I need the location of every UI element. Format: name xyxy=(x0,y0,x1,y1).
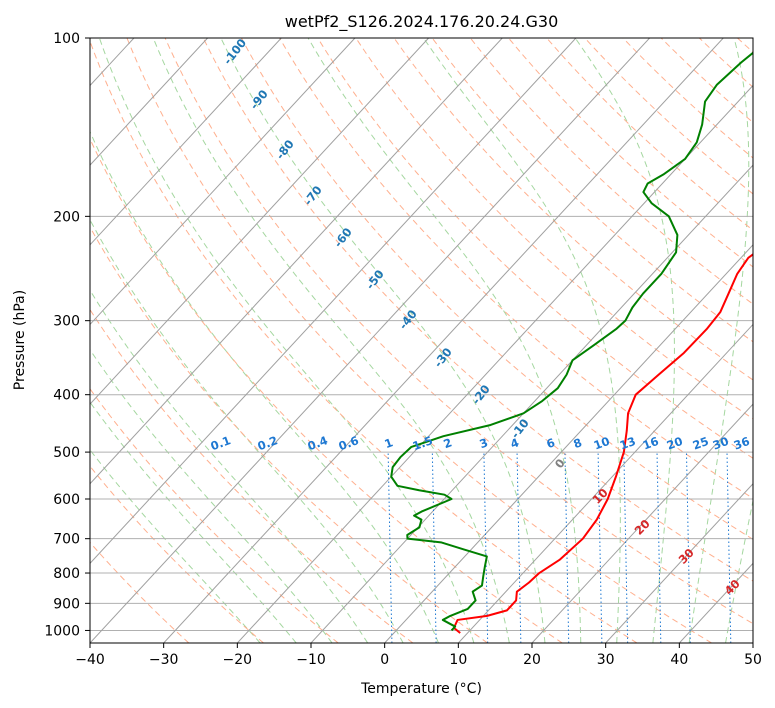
dry-adiabat-line xyxy=(90,226,488,643)
dry-adiabat-line xyxy=(90,137,563,643)
y-tick-label: 400 xyxy=(53,388,80,404)
isotherm-line xyxy=(90,38,577,565)
x-tick-label: −10 xyxy=(296,652,326,668)
moist-adiabat-line xyxy=(90,348,333,643)
x-tick-label: 20 xyxy=(523,652,541,668)
isotherm-line xyxy=(310,164,753,643)
moist-adiabats xyxy=(90,38,753,643)
x-tick-label: −30 xyxy=(149,652,179,668)
y-tick-label: 300 xyxy=(53,314,80,330)
dewpoint-profile-line xyxy=(390,51,753,632)
moist-adiabat-line xyxy=(423,38,621,643)
moist-adiabat-line xyxy=(152,38,510,643)
dry-adiabat-line xyxy=(126,38,712,643)
mixing-ratio-label: 1.5 xyxy=(411,433,435,453)
isotherm-line xyxy=(90,38,650,643)
data-series xyxy=(390,51,753,634)
mixing-ratio-label: 13 xyxy=(618,434,638,453)
mixing-ratio-label: 0.4 xyxy=(306,433,330,453)
isotherm-line xyxy=(90,38,208,166)
chart-title: wetPf2_S126.2024.176.20.24.G30 xyxy=(285,12,559,32)
mixing-ratio-label: 0.6 xyxy=(337,433,361,453)
y-tick-label: 1000 xyxy=(44,623,80,639)
axis-ticks: −40 −30 −20 −10 0 10 20 30 40 50 1000 900 800 700 600 5… xyxy=(44,31,762,668)
moist-adiabat-line xyxy=(725,498,753,643)
isotherm-line xyxy=(384,244,753,643)
dry-adiabat-line xyxy=(240,38,753,540)
moist-adiabat-line xyxy=(98,38,475,643)
x-tick-label: −40 xyxy=(75,652,105,668)
isotherm-line xyxy=(90,38,282,246)
mixing-ratio-label: 16 xyxy=(641,434,661,453)
y-tick-label: 500 xyxy=(53,445,80,461)
moist-adiabat-line xyxy=(688,38,750,643)
y-tick-label: 100 xyxy=(53,31,80,47)
isotherm-line xyxy=(90,38,356,326)
moist-adiabat-line xyxy=(574,38,675,643)
y-tick-label: 600 xyxy=(53,492,80,508)
dry-adiabat-line xyxy=(508,38,753,268)
mixing-ratio-label: 36 xyxy=(732,434,752,453)
moist-adiabat-line xyxy=(307,38,582,643)
isotherm-line xyxy=(605,482,753,643)
moist-adiabat-line xyxy=(90,130,439,643)
x-axis-label: Temperature (°C) xyxy=(360,681,482,697)
mixing-ratio-label: 10 xyxy=(592,434,612,453)
x-tick-label: 30 xyxy=(597,652,615,668)
dry-adiabat-line xyxy=(90,39,638,643)
mixing-ratio-label: 0.2 xyxy=(256,433,280,453)
y-tick-label: 900 xyxy=(53,596,80,612)
dry-adiabat-line xyxy=(584,38,753,195)
x-tick-label: 10 xyxy=(449,652,467,668)
dry-adiabat-line xyxy=(279,38,753,500)
x-tick-label: 0 xyxy=(380,652,389,668)
dry-adiabat-line xyxy=(431,38,753,343)
dry-adiabat-line xyxy=(202,38,753,582)
dry-adiabat-line xyxy=(469,38,753,305)
isotherm-line xyxy=(236,84,753,643)
mixing-ratio-label: 25 xyxy=(691,434,711,453)
dry-adiabat-line xyxy=(355,38,753,420)
mixing-ratio-label: 20 xyxy=(665,434,685,453)
plot-frame xyxy=(89,37,754,644)
moist-adiabat-line xyxy=(90,289,369,643)
dry-adiabat-line xyxy=(622,38,753,159)
isotherm-line xyxy=(90,38,429,405)
isotherms xyxy=(90,38,753,643)
dry-adiabat-line xyxy=(90,388,339,643)
x-tick-label: 50 xyxy=(744,652,762,668)
moist-adiabat-line xyxy=(220,38,546,643)
x-tick-label: 40 xyxy=(670,652,688,668)
y-tick-label: 200 xyxy=(53,209,80,225)
y-tick-label: 700 xyxy=(53,532,80,548)
moist-adiabat-line xyxy=(90,218,404,643)
mixing-ratio-label: 30 xyxy=(711,434,731,453)
dry-adiabat-line xyxy=(164,38,753,625)
mixing-ratio-label: 0.1 xyxy=(209,433,233,453)
isotherm-line xyxy=(457,323,753,643)
isotherm-line xyxy=(163,38,724,643)
moist-adiabat-line xyxy=(90,401,297,643)
y-tick-label: 800 xyxy=(53,566,80,582)
temperature-profile-line xyxy=(452,253,753,634)
y-axis-label: Pressure (hPa) xyxy=(12,290,28,390)
isotherm-line xyxy=(90,38,503,485)
x-tick-label: −20 xyxy=(223,652,253,668)
